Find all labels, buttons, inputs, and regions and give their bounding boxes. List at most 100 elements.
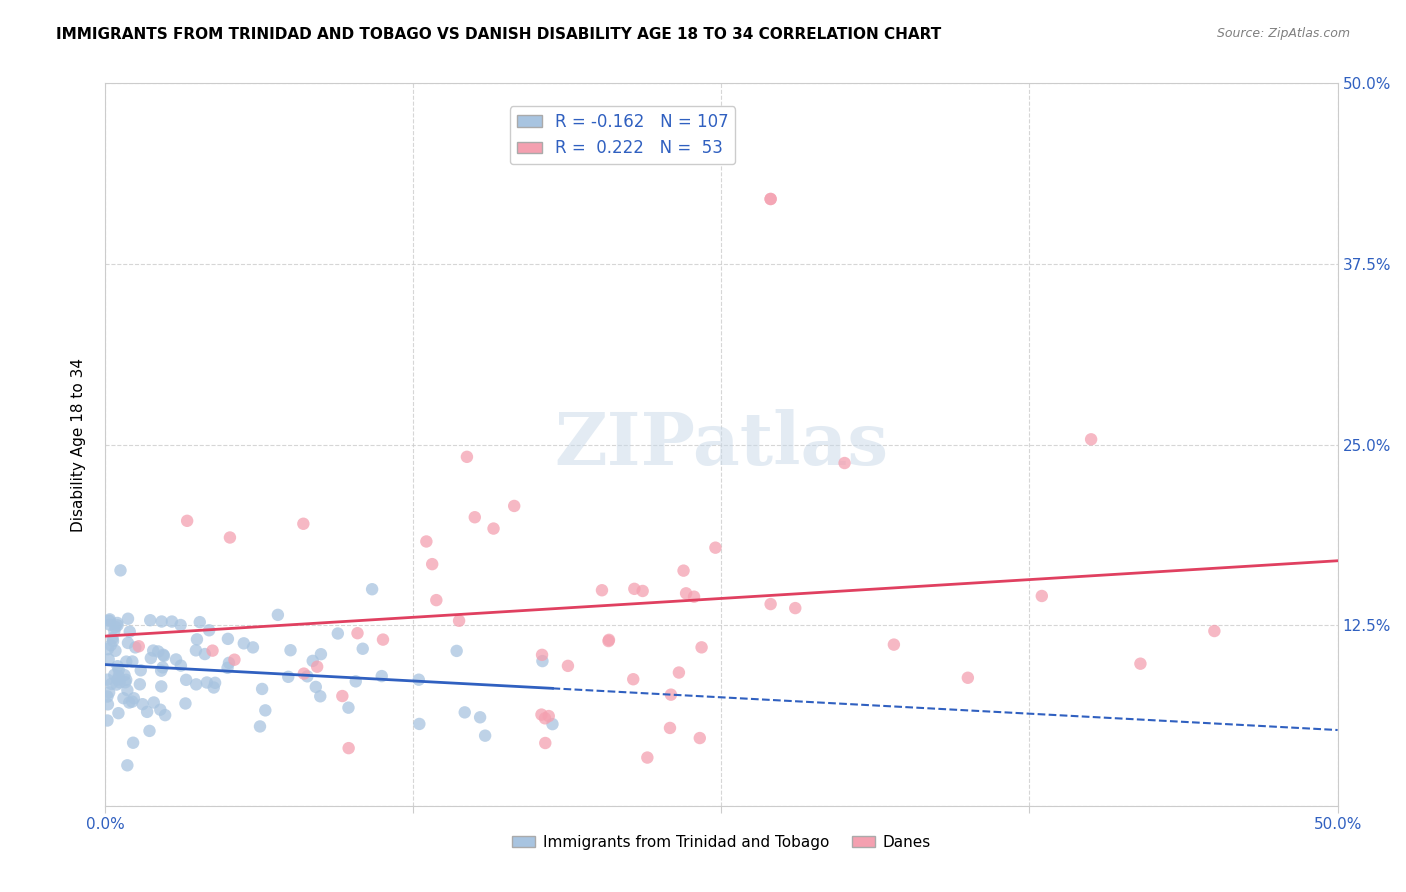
Point [277, 670, 299, 684]
Point [232, 636, 254, 650]
Point [305, 680, 328, 694]
Point [153, 648, 176, 663]
Point [598, 634, 620, 648]
Point [124, 640, 146, 655]
Point [344, 674, 367, 689]
Legend: R = -0.162   N = 107, R =  0.222   N =  53: R = -0.162 N = 107, R = 0.222 N = 53 [510, 106, 735, 164]
Point [623, 582, 645, 596]
Point [309, 690, 332, 704]
Y-axis label: Disability Age 18 to 34: Disability Age 18 to 34 [72, 358, 86, 532]
Point [218, 656, 240, 670]
Point [759, 192, 782, 206]
Point [148, 644, 170, 658]
Point [98, 685, 121, 699]
Point [224, 653, 246, 667]
Point [956, 671, 979, 685]
Point [122, 736, 145, 750]
Point [107, 706, 129, 721]
Point [97, 642, 120, 657]
Point [117, 612, 139, 626]
Point [672, 564, 695, 578]
Point [408, 673, 430, 687]
Point [1204, 624, 1226, 638]
Point [101, 631, 124, 645]
Point [254, 703, 277, 717]
Point [675, 586, 697, 600]
Point [249, 719, 271, 733]
Point [117, 683, 139, 698]
Point [202, 681, 225, 695]
Point [142, 643, 165, 657]
Point [131, 697, 153, 711]
Point [138, 723, 160, 738]
Point [105, 677, 128, 691]
Point [121, 655, 143, 669]
Point [128, 640, 150, 654]
Point [267, 607, 290, 622]
Point [420, 557, 443, 571]
Point [105, 615, 128, 630]
Point [636, 750, 658, 764]
Point [97, 698, 120, 712]
Text: IMMIGRANTS FROM TRINIDAD AND TOBAGO VS DANISH DISABILITY AGE 18 TO 34 CORRELATIO: IMMIGRANTS FROM TRINIDAD AND TOBAGO VS D… [56, 27, 942, 42]
Point [1031, 589, 1053, 603]
Point [117, 636, 139, 650]
Point [104, 644, 127, 658]
Point [337, 741, 360, 756]
Point [201, 643, 224, 657]
Point [114, 668, 136, 682]
Point [103, 624, 125, 639]
Point [482, 522, 505, 536]
Point [101, 634, 124, 648]
Point [217, 661, 239, 675]
Point [96, 714, 118, 728]
Point [530, 707, 553, 722]
Point [96, 690, 118, 704]
Point [188, 615, 211, 629]
Point [759, 192, 782, 206]
Point [446, 644, 468, 658]
Point [292, 516, 315, 531]
Point [537, 709, 560, 723]
Point [1129, 657, 1152, 671]
Point [128, 677, 150, 691]
Point [184, 643, 207, 657]
Point [150, 680, 173, 694]
Point [150, 615, 173, 629]
Point [98, 612, 121, 626]
Point [449, 614, 471, 628]
Point [534, 736, 557, 750]
Point [468, 710, 491, 724]
Point [122, 691, 145, 706]
Point [107, 673, 129, 687]
Point [108, 675, 131, 690]
Point [139, 651, 162, 665]
Point [98, 614, 121, 628]
Point [309, 647, 332, 661]
Point [531, 648, 554, 662]
Point [474, 729, 496, 743]
Point [250, 681, 273, 696]
Point [129, 663, 152, 677]
Point [176, 514, 198, 528]
Point [242, 640, 264, 655]
Text: ZIPatlas: ZIPatlas [554, 409, 889, 480]
Point [591, 583, 613, 598]
Point [107, 618, 129, 632]
Point [219, 531, 242, 545]
Point [301, 654, 323, 668]
Point [352, 641, 374, 656]
Point [541, 717, 564, 731]
Point [152, 660, 174, 674]
Point [631, 584, 654, 599]
Point [150, 664, 173, 678]
Point [704, 541, 727, 555]
Point [107, 669, 129, 683]
Point [834, 456, 856, 470]
Point [107, 659, 129, 673]
Point [186, 677, 208, 691]
Point [100, 638, 122, 652]
Point [170, 658, 193, 673]
Point [198, 624, 221, 638]
Point [110, 563, 132, 577]
